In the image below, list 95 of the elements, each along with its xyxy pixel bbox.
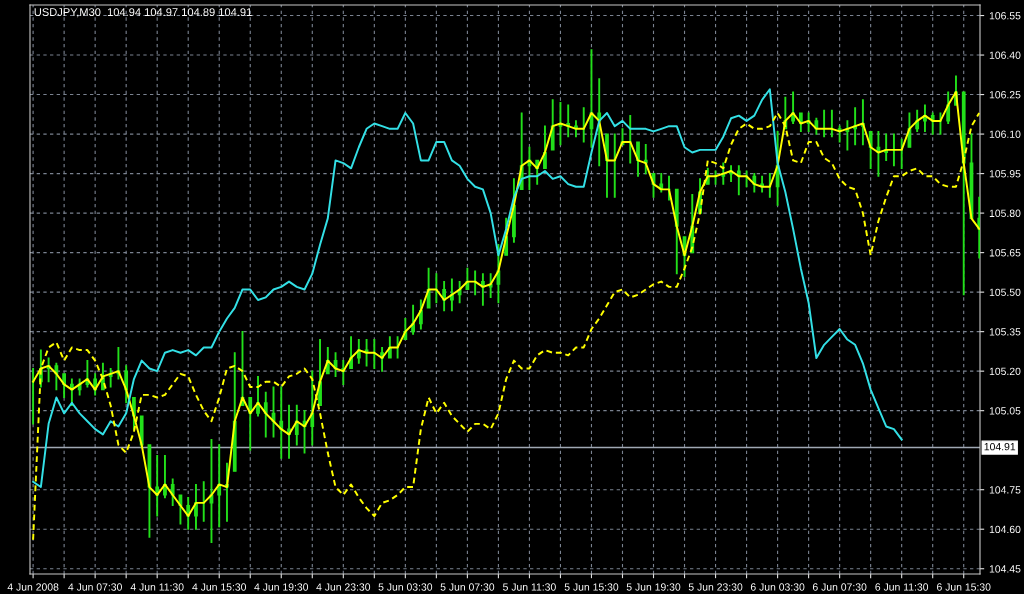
candlestick (481, 273, 485, 306)
candlestick (155, 454, 160, 517)
candlestick (930, 112, 935, 135)
x-tick-label: 5 Jun 11:30 (503, 583, 556, 591)
candlestick (876, 130, 881, 177)
candlestick (31, 367, 35, 425)
y-tick-label: 106.40 (989, 51, 1021, 59)
candlestick (442, 281, 446, 312)
candlestick (651, 173, 656, 198)
candlestick (279, 386, 284, 459)
candlestick (830, 109, 834, 138)
candlestick (798, 112, 803, 132)
candlestick (643, 144, 648, 175)
y-tick-label: 105.50 (989, 288, 1021, 297)
candlestick (566, 104, 571, 138)
candlestick (605, 133, 609, 198)
candlestick (713, 170, 718, 185)
candlestick (54, 362, 59, 391)
candlestick (186, 497, 191, 530)
candlestick (201, 481, 206, 522)
candlestick (132, 396, 136, 430)
candlestick (473, 270, 478, 296)
x-tick-label: 5 Jun 07:30 (440, 583, 495, 591)
candlestick (139, 415, 144, 449)
candlestick (581, 107, 586, 143)
x-tick-label: 6 Jun 15:30 (937, 583, 991, 591)
candlestick (674, 188, 679, 275)
candlestick (248, 396, 253, 451)
candlestick (760, 175, 764, 193)
x-tick-label: 4 Jun 07:30 (68, 583, 122, 591)
candlestick (333, 352, 338, 377)
chart-title: USDJPY,M30 104.94 104.97 104.89 104.91 (34, 8, 252, 18)
y-tick-label: 104.45 (989, 565, 1021, 573)
candlestick (535, 159, 540, 185)
y-tick-label: 105.05 (989, 407, 1021, 415)
candlestick (612, 133, 617, 198)
x-tick-label: 5 Jun 15:30 (564, 583, 619, 591)
x-tick-label: 4 Jun 2008 (7, 583, 59, 591)
candlestick (147, 444, 152, 538)
y-tick-label: 105.65 (989, 249, 1021, 257)
x-tick-label: 4 Jun 15:30 (192, 583, 247, 591)
candlestick (814, 117, 819, 135)
candlestick (752, 173, 757, 193)
y-tick-label: 106.10 (989, 130, 1021, 138)
x-tick-label: 4 Jun 19:30 (254, 583, 309, 591)
x-tick-label: 4 Jun 23:30 (316, 583, 371, 591)
x-tick-label: 4 Jun 11:30 (130, 583, 184, 591)
candlestick (217, 444, 222, 528)
y-tick-label: 104.75 (989, 486, 1021, 494)
candlestick (845, 120, 850, 151)
candlestick (170, 478, 175, 507)
candlestick (736, 165, 741, 196)
candlestick (263, 391, 268, 438)
candlestick (93, 373, 98, 396)
candlestick (837, 125, 842, 143)
x-tick-label: 6 Jun 11:30 (875, 583, 929, 591)
candlestick (372, 338, 377, 370)
candlestick (271, 386, 276, 438)
candlestick (380, 346, 384, 372)
y-tick-label: 105.95 (989, 170, 1021, 178)
candlestick (302, 410, 307, 454)
candlestick (597, 78, 602, 167)
y-tick-label: 106.55 (989, 12, 1021, 20)
candlestick (341, 360, 346, 385)
y-tick-label: 105.35 (989, 328, 1021, 336)
candlestick (574, 120, 578, 138)
candlestick (822, 109, 826, 138)
candlestick (969, 133, 974, 219)
x-tick-label: 5 Jun 23:30 (688, 583, 743, 591)
candlestick (70, 378, 74, 406)
candlestick (892, 133, 896, 167)
candlestick (124, 365, 129, 404)
candlestick (178, 494, 183, 525)
candlestick (899, 138, 904, 169)
candlestick (225, 462, 229, 522)
y-tick-label: 105.20 (989, 367, 1021, 376)
candlestick (589, 49, 594, 148)
y-tick-label: 104.60 (989, 525, 1021, 534)
candlestick (868, 130, 873, 169)
ref-line-label: 104.91 (984, 442, 1016, 451)
x-tick-label: 5 Jun 19:30 (626, 583, 681, 591)
candlestick (364, 338, 369, 367)
x-tick-label: 6 Jun 03:30 (750, 583, 805, 591)
candlestick (636, 141, 640, 177)
y-tick-label: 105.80 (989, 209, 1021, 217)
candlestick (853, 107, 858, 146)
candlestick (62, 373, 66, 399)
x-tick-label: 6 Jun 07:30 (812, 583, 867, 591)
y-tick-label: 106.25 (989, 91, 1021, 99)
candlestick (209, 439, 214, 543)
x-tick-label: 5 Jun 03:30 (378, 583, 433, 591)
candlestick (682, 236, 687, 277)
candlestick (287, 404, 291, 459)
candlestick (659, 173, 664, 193)
candlestick (434, 273, 439, 304)
